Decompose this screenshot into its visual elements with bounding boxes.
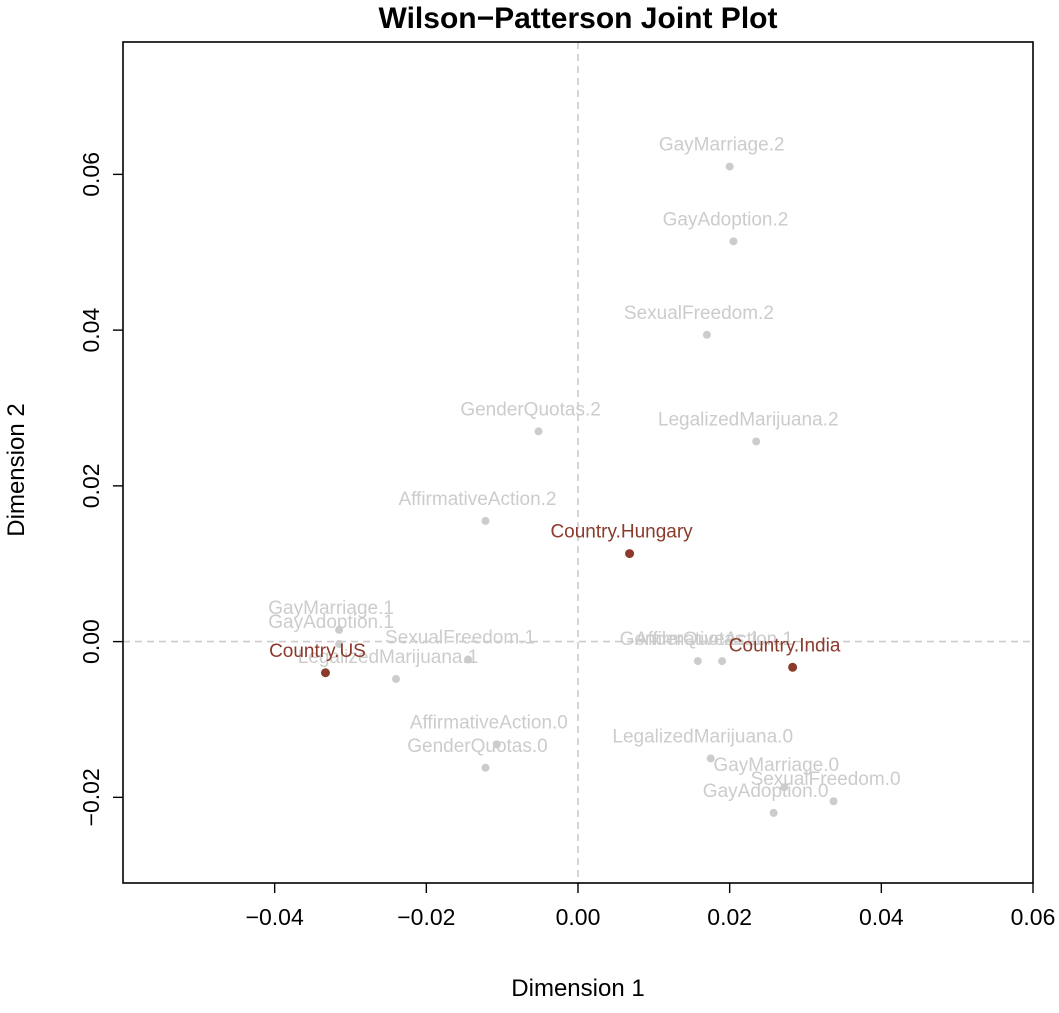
y-tick-label: 0.04	[78, 308, 104, 353]
data-point	[725, 162, 734, 171]
x-tick-label: −0.02	[397, 904, 455, 930]
data-point	[625, 549, 635, 559]
point-label: GayMarriage.1	[268, 598, 394, 619]
y-tick-label: 0.02	[78, 463, 104, 508]
point-label: AffirmativeAction.1	[635, 629, 793, 650]
data-point	[788, 662, 798, 672]
x-tick-label: 0.02	[707, 904, 752, 930]
point-label: GayAdoption.1	[268, 612, 394, 633]
x-axis: −0.04 −0.02 0.00 0.02 0.04 0.06	[246, 883, 1056, 930]
point-label: SexualFreedom.2	[624, 303, 774, 324]
data-point	[481, 763, 490, 772]
y-axis-label: Dimension 2	[3, 403, 30, 536]
point-label: GenderQuotas.2	[460, 399, 600, 420]
data-point	[702, 330, 711, 339]
data-point	[693, 657, 702, 666]
data-point	[492, 740, 501, 749]
data-point	[706, 754, 715, 763]
data-point	[718, 657, 727, 666]
y-axis: −0.02 0.00 0.02 0.04 0.06	[78, 152, 123, 826]
y-tick-label: 0.00	[78, 619, 104, 664]
y-tick-label: 0.06	[78, 152, 104, 197]
point-label: Country.India	[729, 635, 841, 656]
data-point	[769, 808, 778, 817]
data-point	[752, 437, 761, 446]
points-layer	[320, 162, 838, 817]
point-label: SexualFreedom.0	[751, 769, 901, 790]
data-point	[481, 516, 490, 525]
x-axis-label: Dimension 1	[511, 975, 644, 1002]
point-labels-layer: GayMarriage.2 GayAdoption.2 SexualFreedom.…	[268, 135, 900, 802]
point-label: GayMarriage.2	[659, 135, 785, 156]
data-point	[392, 674, 400, 683]
point-label: GayAdoption.2	[663, 209, 789, 230]
point-label: Country.Hungary	[550, 522, 693, 543]
point-label: LegalizedMarijuana.1	[298, 647, 479, 668]
data-point	[729, 237, 738, 246]
x-tick-label: 0.04	[859, 904, 904, 930]
point-label: AffirmativeAction.2	[398, 489, 556, 510]
point-label: SexualFreedom.1	[385, 628, 535, 649]
data-point	[829, 797, 838, 806]
data-point	[780, 783, 789, 792]
x-tick-label: 0.00	[556, 904, 601, 930]
reference-lines	[123, 42, 1033, 883]
data-point	[534, 427, 543, 436]
y-tick-label: −0.02	[78, 768, 104, 826]
data-point	[464, 655, 473, 664]
point-label: GayMarriage.0	[713, 755, 839, 776]
point-label: LegalizedMarijuana.2	[658, 409, 839, 430]
point-label: LegalizedMarijuana.0	[612, 726, 793, 747]
point-label: GenderQuotas.0	[407, 736, 547, 757]
point-label: AffirmativeAction.0	[410, 712, 568, 733]
point-label: Country.US	[269, 641, 366, 662]
point-label: GenderQuotas.1	[620, 629, 760, 650]
data-point	[320, 668, 330, 678]
x-tick-label: 0.06	[1011, 904, 1056, 930]
point-label: GayAdoption.0	[703, 781, 829, 802]
x-tick-label: −0.04	[246, 904, 304, 930]
chart-title: Wilson−Patterson Joint Plot	[379, 2, 778, 35]
data-point	[335, 639, 344, 648]
data-point	[335, 625, 344, 634]
